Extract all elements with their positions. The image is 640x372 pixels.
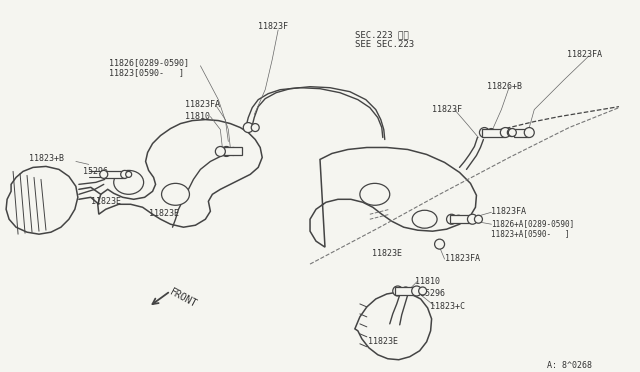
Circle shape — [479, 128, 490, 138]
Ellipse shape — [114, 170, 143, 194]
Circle shape — [454, 215, 463, 223]
Ellipse shape — [412, 210, 437, 228]
Circle shape — [419, 287, 427, 295]
Circle shape — [508, 129, 516, 137]
Polygon shape — [98, 119, 262, 227]
Polygon shape — [310, 147, 476, 247]
Text: 11823E: 11823E — [372, 249, 402, 258]
Circle shape — [467, 214, 477, 224]
Ellipse shape — [161, 183, 189, 205]
Circle shape — [243, 122, 253, 132]
Text: FRONT: FRONT — [168, 287, 198, 310]
Circle shape — [252, 124, 259, 132]
Bar — [105, 171, 125, 179]
Ellipse shape — [360, 183, 390, 205]
Text: 11823FA: 11823FA — [567, 50, 602, 59]
Circle shape — [121, 170, 129, 179]
Bar — [225, 147, 243, 155]
Text: 15296: 15296 — [83, 167, 108, 176]
Text: 11823+B: 11823+B — [29, 154, 64, 163]
Text: 11823FA: 11823FA — [186, 100, 220, 109]
Text: 11823+A[0590-   ]: 11823+A[0590- ] — [492, 229, 570, 238]
Text: 11823+C: 11823+C — [429, 302, 465, 311]
Text: SEC.223 参照: SEC.223 参照 — [355, 30, 408, 39]
Text: A: 8^0268: A: 8^0268 — [547, 361, 592, 370]
Text: 11823E: 11823E — [91, 197, 121, 206]
Text: 11826+B: 11826+B — [488, 82, 522, 91]
Circle shape — [229, 147, 237, 155]
Bar — [449, 215, 472, 223]
Text: 11823E: 11823E — [148, 209, 179, 218]
Circle shape — [216, 147, 225, 157]
Text: 11823FA: 11823FA — [445, 254, 479, 263]
Text: 11823[0590-   ]: 11823[0590- ] — [109, 68, 184, 77]
Text: 11826+A[0289-0590]: 11826+A[0289-0590] — [492, 219, 575, 228]
Bar — [483, 129, 504, 137]
Circle shape — [393, 286, 403, 296]
Circle shape — [221, 147, 231, 157]
Circle shape — [402, 287, 410, 295]
Polygon shape — [355, 292, 431, 360]
Text: 11823F: 11823F — [258, 22, 288, 31]
Text: 15296: 15296 — [420, 289, 445, 298]
Circle shape — [412, 286, 422, 296]
Text: 11810: 11810 — [186, 112, 211, 121]
Bar — [395, 287, 417, 295]
Circle shape — [435, 239, 445, 249]
Circle shape — [500, 128, 510, 138]
Bar — [515, 129, 528, 137]
Circle shape — [524, 128, 534, 138]
Circle shape — [488, 129, 495, 137]
Circle shape — [508, 129, 515, 137]
Polygon shape — [6, 166, 78, 234]
Text: 11823F: 11823F — [431, 105, 461, 113]
Text: 11826[0289-0590]: 11826[0289-0590] — [109, 58, 189, 67]
Circle shape — [125, 171, 132, 177]
Text: 11823FA: 11823FA — [492, 207, 526, 216]
Circle shape — [474, 215, 483, 223]
Text: 11810: 11810 — [415, 277, 440, 286]
Text: 11823E: 11823E — [368, 337, 398, 346]
Circle shape — [447, 214, 456, 224]
Text: SEE SEC.223: SEE SEC.223 — [355, 40, 414, 49]
Circle shape — [100, 170, 108, 179]
